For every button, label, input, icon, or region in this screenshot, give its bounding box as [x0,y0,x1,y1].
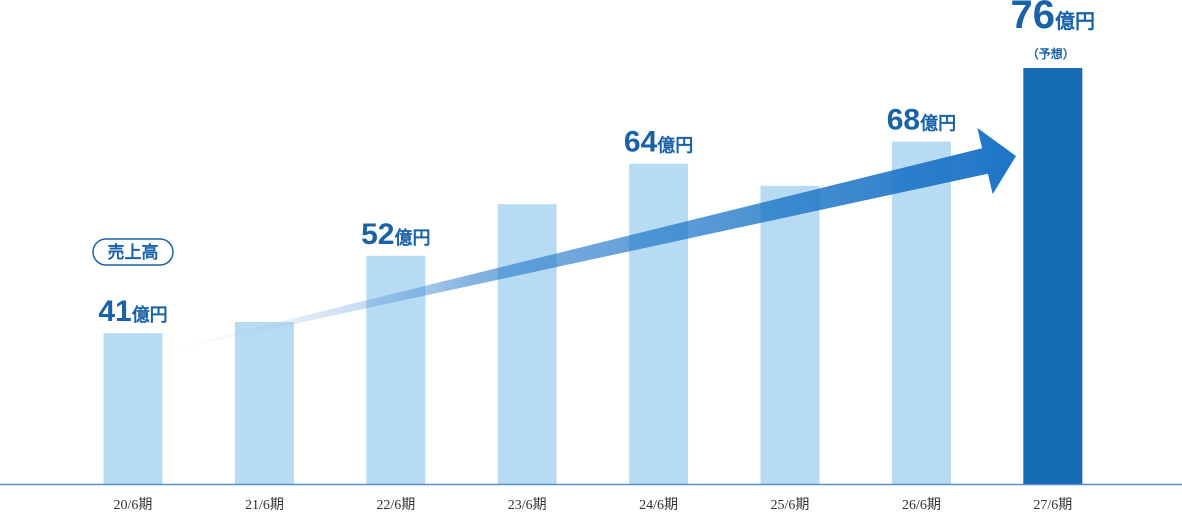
x-tick-label: 24/6期 [639,497,678,513]
trend-arrow-layer [177,127,1017,350]
data-label: 68億円 [887,104,956,137]
bar-forecast [1023,68,1083,484]
bars-layer [103,68,1083,485]
forecast-note: （予想） [1027,46,1075,61]
data-label: 64億円 [624,126,693,159]
data-label: 76億円 [1011,0,1096,37]
data-label: 52億円 [361,218,430,251]
series-badge [92,238,174,266]
bar [103,333,163,484]
x-axis: 20/6期 21/6期 22/6期 23/6期 24/6期 25/6期 26/6期 27/6期 [0,483,1182,513]
x-tick-label: 20/6期 [114,497,153,513]
bar [629,163,689,484]
data-label-value: 68 [887,104,920,137]
data-label: 41億円 [98,295,167,328]
x-tick-label: 25/6期 [771,497,810,513]
data-label-value: 64 [624,126,658,159]
series-badge-label: 売上高 [108,242,159,263]
x-tick-label: 21/6期 [245,497,284,513]
bar [497,204,557,484]
data-label-unit: 億円 [394,227,430,249]
bar [891,141,951,484]
trend-arrow [177,127,1017,350]
bar [760,185,820,485]
data-label-value: 52 [361,218,394,251]
x-tick-label: 22/6期 [376,497,415,513]
data-label-unit: 億円 [657,135,693,157]
data-label-unit: 億円 [1055,9,1095,33]
data-label-value: 76 [1011,0,1056,37]
bar [234,322,294,484]
x-tick-label: 26/6期 [902,497,941,513]
data-label-value: 41 [98,295,131,328]
x-tick-label: 23/6期 [508,497,547,513]
data-label-unit: 億円 [132,304,168,326]
data-label-unit: 億円 [920,113,956,135]
x-tick-label: 27/6期 [1033,497,1072,513]
